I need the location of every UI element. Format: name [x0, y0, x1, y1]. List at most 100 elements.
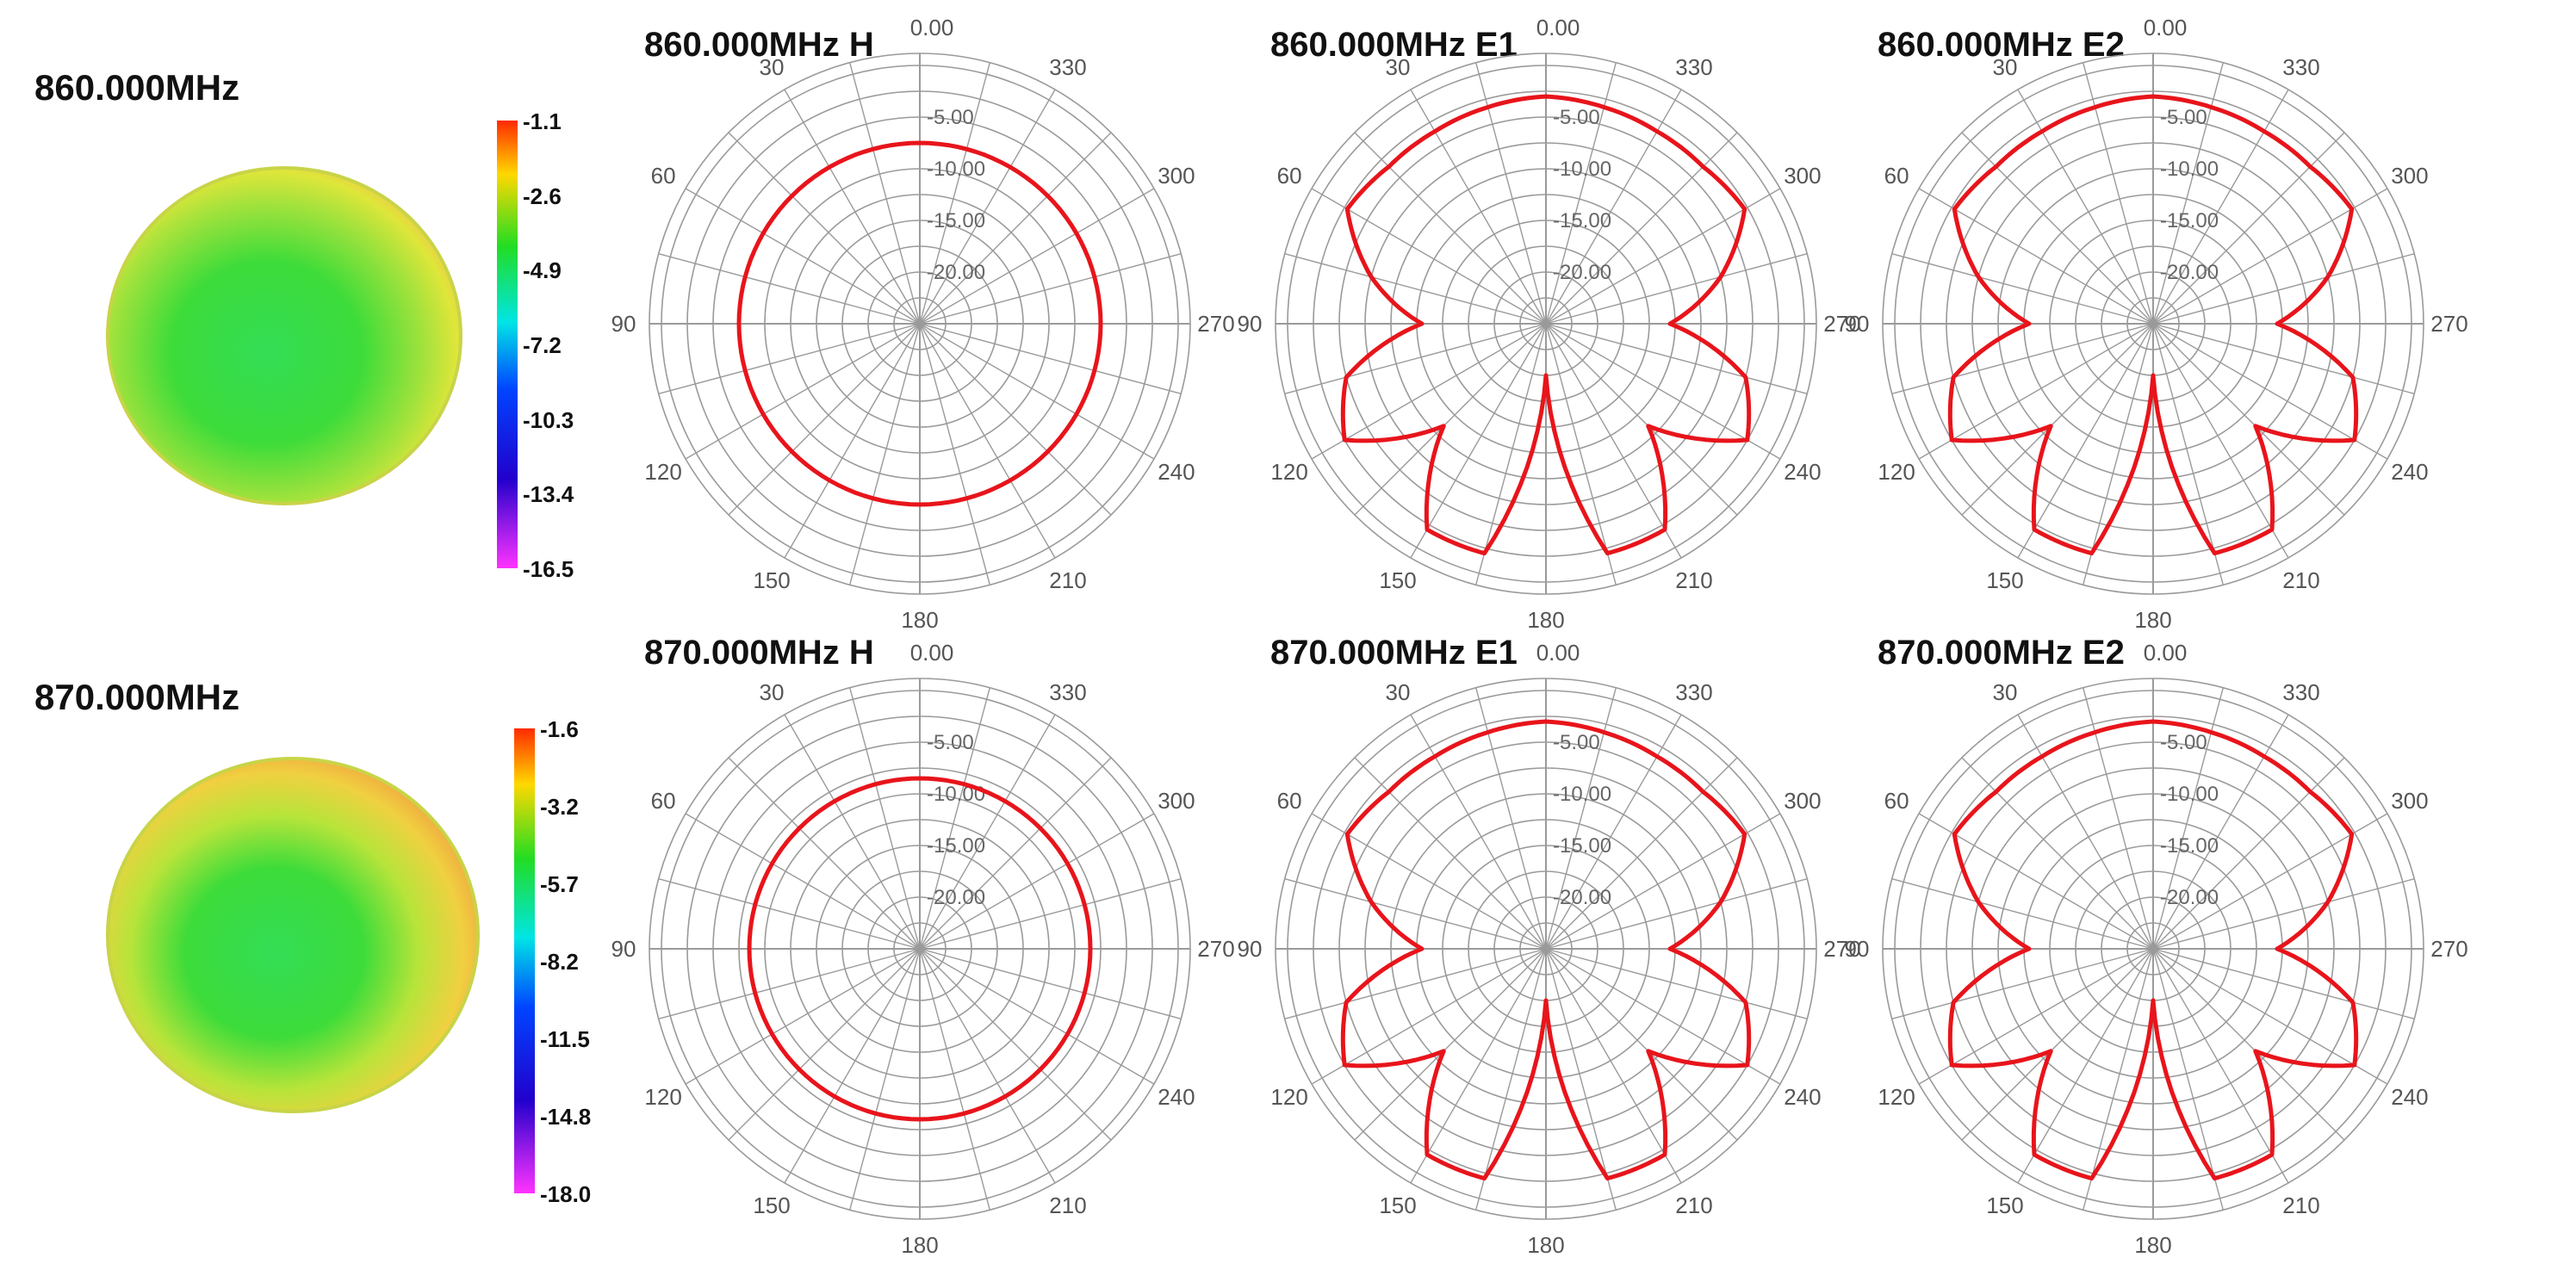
- colorbar: [514, 728, 535, 1193]
- polar-grid-spoke: [2152, 948, 2224, 1211]
- polar-angle-label: 330: [1049, 679, 1086, 705]
- polar-angle-label: 90: [611, 936, 636, 962]
- polar-grid-spoke: [2152, 323, 2388, 460]
- polar-grid-spoke: [1354, 132, 1547, 325]
- polar-grid-spoke: [2152, 757, 2345, 950]
- polar-grid-spoke: [1545, 323, 1781, 460]
- polar-chart: 0.00 30 60 90 120 150 180 210 240 270 300 330 -5.00 -…: [1238, 640, 1861, 1258]
- polar-grid-spoke: [2017, 323, 2154, 559]
- polar-grid-spoke: [1961, 323, 2154, 516]
- polar-grid-spoke: [2083, 948, 2154, 1211]
- polar-grid-spoke: [1354, 948, 1547, 1141]
- polar-chart: 0.00 30 60 90 120 150 180 210 240 270 300 330 -5.00 -…: [611, 15, 1235, 633]
- polar-grid-spoke: [1918, 948, 2154, 1085]
- polar-chart-title: 870.000MHz E1: [1270, 634, 1518, 672]
- polar-chart-title: 860.000MHz H: [644, 26, 874, 64]
- polar-grid-spoke: [2152, 714, 2289, 950]
- polar-angle-label: 150: [753, 1192, 790, 1218]
- polar-grid-spoke: [1891, 878, 2154, 950]
- polar-grid-spoke: [1545, 948, 1682, 1184]
- polar-angle-label: 180: [901, 607, 938, 633]
- polar-angle-label: 60: [651, 788, 676, 814]
- polar-angle-label: 300: [1158, 788, 1195, 814]
- polar-grid-spoke: [728, 757, 921, 950]
- polar-angle-label: 330: [2282, 679, 2319, 705]
- colorbar-tick-label: -13.4: [523, 481, 574, 508]
- polar-angle-label: 300: [2391, 788, 2428, 814]
- polar-grid-spoke: [2152, 253, 2415, 325]
- polar-grid-spoke: [1410, 323, 1547, 559]
- polar-chart: 0.00 30 60 90 120 150 180 210 240 270 300 330 -5.00 -…: [1238, 15, 1861, 633]
- polar-angle-label: 60: [1884, 163, 1909, 189]
- polar-grid-spoke: [919, 878, 1182, 950]
- polar-radial-label: -5.00: [927, 731, 974, 754]
- polar-grid-spoke: [919, 89, 1056, 325]
- polar-angle-label: 240: [1784, 459, 1821, 485]
- polar-grid-spoke: [919, 948, 1056, 1184]
- polar-radial-label: -15.00: [1553, 834, 1611, 858]
- polar-angle-label: 0.00: [910, 640, 954, 666]
- polar-grid-spoke: [2152, 948, 2415, 1019]
- polar-radial-label: -5.00: [2160, 106, 2207, 129]
- polar-grid-spoke: [658, 878, 921, 950]
- polar-angle-label: 270: [2430, 936, 2467, 962]
- polar-angle-label: 30: [1993, 54, 2018, 80]
- colorbar-tick-label: -1.6: [540, 716, 579, 742]
- polar-grid-spoke: [919, 132, 1112, 325]
- polar-radial-label: -10.00: [2160, 158, 2219, 181]
- polar-grid-spoke: [728, 948, 921, 1141]
- polar-angle-label: 60: [651, 163, 676, 189]
- polar-angle-label: 0.00: [2144, 15, 2188, 40]
- polar-angle-label: 150: [1986, 567, 2023, 593]
- polar-grid-spoke: [1545, 757, 1738, 950]
- polar-angle-label: 150: [1379, 567, 1416, 593]
- polar-grid-spoke: [2017, 89, 2154, 325]
- heatmap-disc: [106, 757, 480, 1113]
- polar-grid-spoke: [2152, 323, 2345, 516]
- polar-angle-label: 240: [1784, 1084, 1821, 1110]
- polar-angle-label: 270: [1197, 311, 1234, 337]
- polar-radial-label: -10.00: [2160, 783, 2219, 806]
- polar-grid-spoke: [919, 323, 1112, 516]
- polar-angle-label: 60: [1277, 788, 1302, 814]
- polar-grid-spoke: [658, 253, 921, 325]
- polar-grid-spoke: [1891, 323, 2154, 394]
- polar-grid-spoke: [1545, 253, 1808, 325]
- polar-angle-label: 300: [2391, 163, 2428, 189]
- polar-angle-label: 150: [1379, 1192, 1416, 1218]
- polar-grid-spoke: [1545, 323, 1682, 559]
- polar-grid-spoke: [919, 323, 1056, 559]
- polar-trace: [747, 776, 1093, 1122]
- polar-angle-label: 210: [1049, 567, 1086, 593]
- polar-angle-label: 120: [1878, 459, 1915, 485]
- polar-grid-spoke: [849, 687, 921, 950]
- polar-grid-spoke: [1311, 948, 1547, 1085]
- polar-angle-label: 120: [644, 459, 681, 485]
- polar-grid-spoke: [919, 323, 1155, 460]
- polar-angle-label: 270: [1823, 311, 1860, 337]
- polar-grid-spoke: [1284, 323, 1547, 394]
- polar-angle-label: 330: [1675, 54, 1712, 80]
- polar-angle-label: 90: [1845, 936, 1870, 962]
- polar-grid-spoke: [1545, 948, 1738, 1141]
- polar-grid-spoke: [658, 948, 921, 1019]
- polar-angle-label: 30: [1386, 679, 1411, 705]
- polar-radial-label: -10.00: [927, 158, 985, 181]
- heatmap-disc: [106, 166, 462, 505]
- polar-grid-spoke: [658, 323, 921, 394]
- polar-grid-spoke: [685, 323, 921, 460]
- polar-angle-label: 120: [644, 1084, 681, 1110]
- polar-grid-spoke: [784, 89, 921, 325]
- colorbar-tick-label: -4.9: [523, 257, 562, 284]
- polar-grid-spoke: [849, 948, 921, 1211]
- polar-grid-spoke: [1918, 188, 2154, 325]
- polar-grid-spoke: [1545, 188, 1781, 325]
- polar-angle-label: 30: [760, 54, 785, 80]
- polar-grid-spoke: [1545, 948, 1808, 1019]
- polar-grid-spoke: [1311, 813, 1547, 950]
- polar-chart-title: 870.000MHz E2: [1878, 634, 2125, 672]
- polar-grid-spoke: [1284, 948, 1547, 1019]
- frequency-title: 860.000MHz: [34, 67, 240, 108]
- polar-grid-spoke: [2152, 948, 2289, 1184]
- polar-grid-spoke: [1545, 323, 1617, 585]
